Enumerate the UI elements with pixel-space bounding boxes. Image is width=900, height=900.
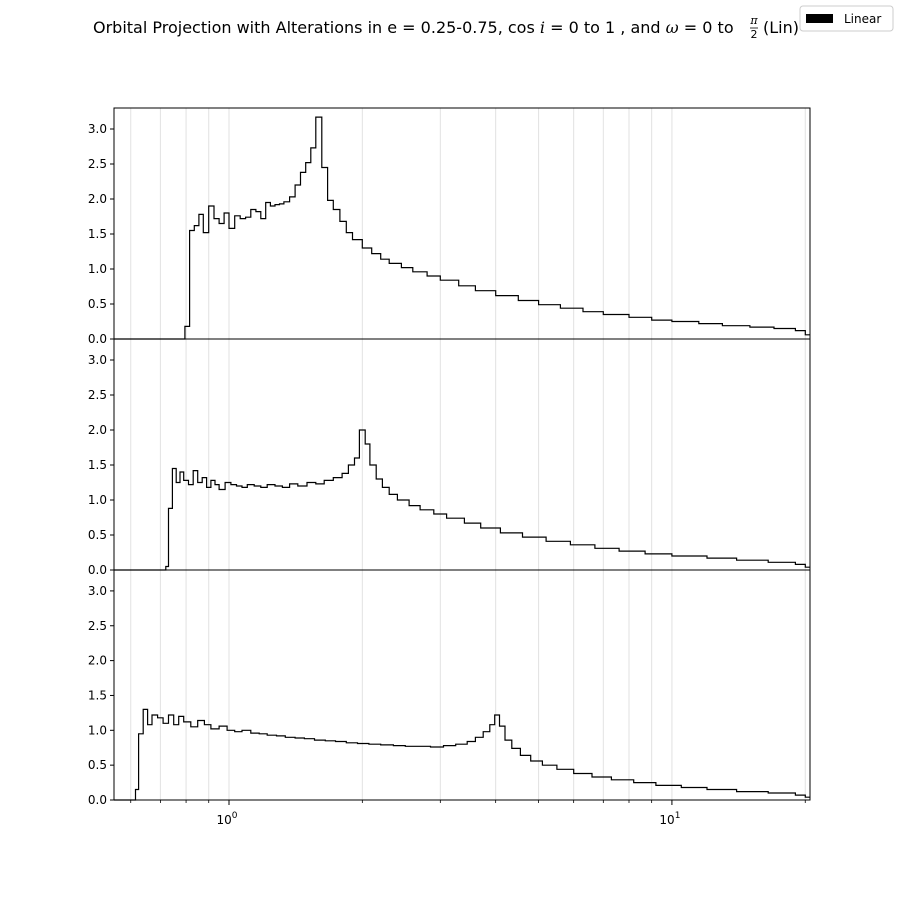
y-tick-label: 0.0: [88, 332, 107, 346]
y-tick-label: 1.5: [88, 458, 107, 472]
y-tick-label: 2.0: [88, 423, 107, 437]
y-tick-label: 2.0: [88, 192, 107, 206]
chart-title: Orbital Projection with Alterations in e…: [93, 18, 734, 37]
y-tick-label: 3.0: [88, 353, 107, 367]
frame-layer: [113, 107, 811, 801]
legend-swatch-linear: [806, 14, 833, 23]
x-tick-label: 100: [216, 811, 237, 827]
x-tick-label: 101: [659, 811, 680, 827]
y-tick-label: 2.5: [88, 157, 107, 171]
y-tick-label: 3.0: [88, 122, 107, 136]
x-tick-layer: 100 101: [130, 800, 806, 827]
legend: Linear: [799, 5, 894, 32]
title-mid2: = 0 to: [684, 18, 734, 37]
title-var-omega: ω: [666, 18, 679, 37]
y-tick-layer: 0.0 0.5 1.0 1.5 2.0 2.5 3.0 0.0 0.5 1.0 1.5 2.0 2.5 3…: [88, 122, 114, 807]
panel-frame-1: [113, 107, 811, 340]
x-tick-exponent: 0: [232, 811, 238, 821]
title-frac-denominator: 2: [751, 28, 758, 41]
title-frac-numerator: π: [749, 14, 758, 27]
y-tick-label: 0.5: [88, 297, 107, 311]
legend-frame: [799, 5, 894, 32]
y-tick-label: 2.5: [88, 388, 107, 402]
y-tick-label: 1.0: [88, 262, 107, 276]
title-mid1: = 0 to 1 , and: [550, 18, 660, 37]
y-tick-label: 1.0: [88, 723, 107, 737]
y-tick-label: 0.0: [88, 793, 107, 807]
title-suffix: (Lin): [763, 18, 799, 37]
y-tick-label: 1.5: [88, 688, 107, 702]
series-layer: [114, 116, 810, 801]
legend-label-linear: Linear: [844, 12, 881, 26]
histogram-series-2: [114, 429, 810, 571]
title-prefix: Orbital Projection with Alterations in e…: [93, 18, 535, 37]
y-tick-label: 0.5: [88, 528, 107, 542]
y-tick-label: 2.5: [88, 619, 107, 633]
y-tick-label: 0.0: [88, 563, 107, 577]
histogram-series-1: [114, 116, 810, 340]
y-tick-label: 3.0: [88, 584, 107, 598]
grid-layer: [130, 108, 806, 800]
y-tick-label: 0.5: [88, 758, 107, 772]
y-tick-label: 1.5: [88, 227, 107, 241]
y-tick-label: 1.0: [88, 493, 107, 507]
histogram-series-3: [114, 708, 810, 801]
y-tick-label: 2.0: [88, 654, 107, 668]
title-var-i: i: [540, 18, 545, 37]
panel-frame-2: [113, 338, 811, 571]
x-tick-exponent: 1: [675, 811, 681, 821]
panel-frame-3: [113, 569, 811, 801]
